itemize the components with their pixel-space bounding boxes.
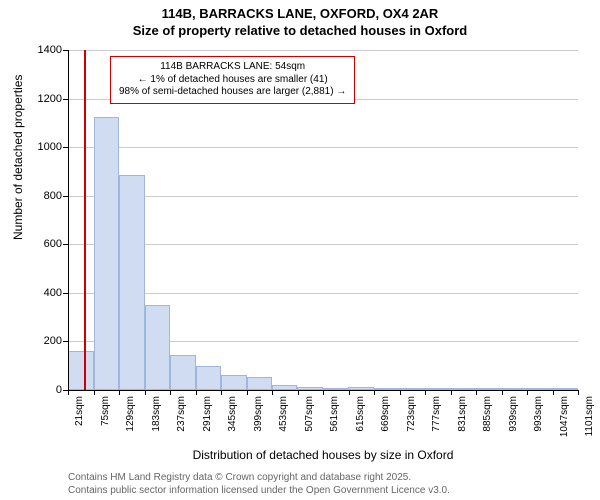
marker-line <box>84 50 86 390</box>
x-tick-label: 615sqm <box>353 396 366 432</box>
x-tick-label: 291sqm <box>200 396 213 432</box>
x-axis-title: Distribution of detached houses by size … <box>68 448 578 462</box>
figure: 114B, BARRACKS LANE, OXFORD, OX4 2AR Siz… <box>0 0 600 500</box>
x-tick-label: 453sqm <box>276 396 289 432</box>
y-tick-label: 200 <box>44 335 68 347</box>
y-tick-label: 1000 <box>38 141 68 153</box>
x-tick-label: 561sqm <box>327 396 340 432</box>
y-axis-line <box>68 50 69 390</box>
bar <box>170 355 196 390</box>
x-tick-label: 777sqm <box>429 396 442 432</box>
title-line-2: Size of property relative to detached ho… <box>0 23 600 40</box>
x-tick-label: 993sqm <box>531 396 544 432</box>
bar <box>94 117 120 390</box>
x-tick-label: 1101sqm <box>582 396 595 436</box>
x-tick-label: 399sqm <box>251 396 264 432</box>
x-tick-label: 75sqm <box>98 396 111 426</box>
x-tick-label: 345sqm <box>225 396 238 432</box>
bar <box>145 305 171 390</box>
x-tick-label: 129sqm <box>123 396 136 432</box>
footer-attribution: Contains HM Land Registry data © Crown c… <box>68 472 450 497</box>
bar <box>68 351 94 390</box>
annotation-line-1: 114B BARRACKS LANE: 54sqm <box>119 61 346 74</box>
x-tick-label: 723sqm <box>404 396 417 432</box>
annotation-box: 114B BARRACKS LANE: 54sqm ← 1% of detach… <box>110 56 355 104</box>
y-tick-label: 1200 <box>38 93 68 105</box>
x-tick-label: 939sqm <box>506 396 519 432</box>
x-tick-label: 507sqm <box>302 396 315 432</box>
plot-area: 114B BARRACKS LANE: 54sqm ← 1% of detach… <box>68 50 578 390</box>
chart-title: 114B, BARRACKS LANE, OXFORD, OX4 2AR Siz… <box>0 0 600 40</box>
y-tick-label: 1400 <box>38 44 68 56</box>
bar <box>119 175 145 390</box>
title-line-1: 114B, BARRACKS LANE, OXFORD, OX4 2AR <box>0 6 600 23</box>
x-tick-label: 183sqm <box>149 396 162 432</box>
x-tick-label: 21sqm <box>72 396 85 426</box>
y-tick-label: 600 <box>44 238 68 250</box>
x-tick-label: 831sqm <box>455 396 468 432</box>
y-tick-label: 0 <box>56 384 68 396</box>
x-tick-label: 1047sqm <box>557 396 570 437</box>
x-tick-label: 237sqm <box>174 396 187 432</box>
footer-line-1: Contains HM Land Registry data © Crown c… <box>68 472 450 485</box>
x-tick-label: 885sqm <box>480 396 493 432</box>
annotation-line-3: 98% of semi-detached houses are larger (… <box>119 86 346 99</box>
y-tick-label: 800 <box>44 190 68 202</box>
annotation-line-2: ← 1% of detached houses are smaller (41) <box>119 74 346 87</box>
footer-line-2: Contains public sector information licen… <box>68 485 450 498</box>
bar <box>196 366 222 390</box>
y-axis-title: Number of detached properties <box>11 200 25 240</box>
bar <box>247 377 272 390</box>
x-tick-label: 669sqm <box>378 396 391 432</box>
y-tick-label: 400 <box>44 287 68 299</box>
bar <box>221 375 247 390</box>
